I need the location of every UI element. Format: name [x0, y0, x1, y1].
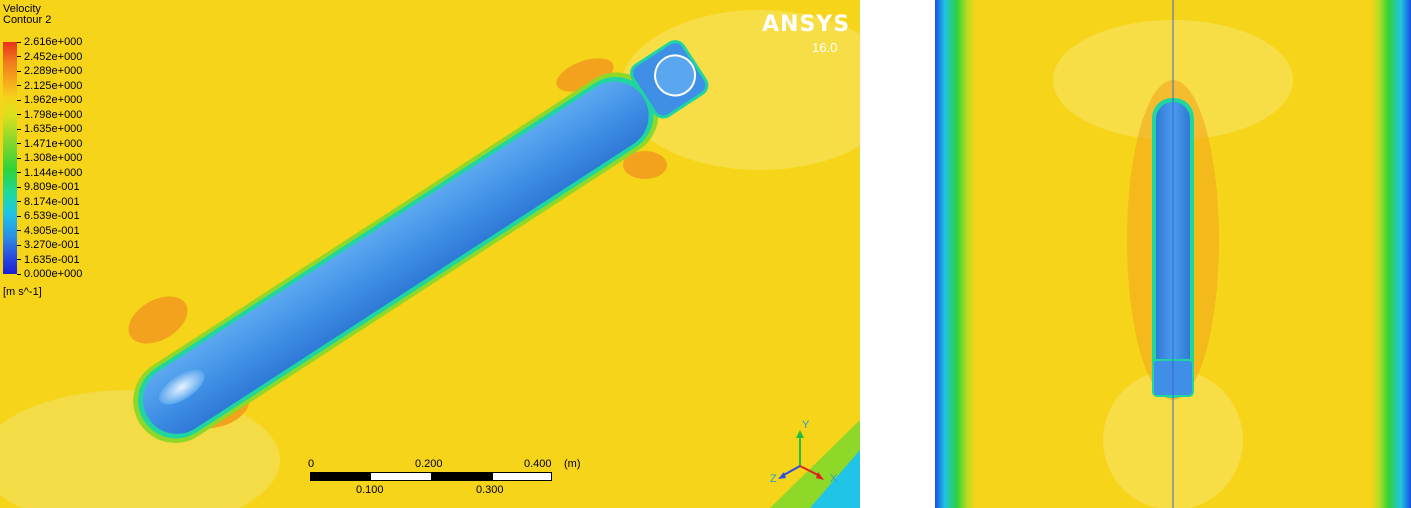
scale-segment [492, 472, 552, 481]
legend-tick-label: 0.000e+000 [17, 269, 82, 280]
legend-tick-label: 1.962e+000 [17, 95, 82, 106]
legend-tick-label: 3.270e-001 [17, 240, 80, 251]
legend-unit: [m s^-1] [3, 286, 42, 298]
scale-label-100: 0.100 [356, 484, 384, 496]
legend-tick-label: 4.905e-001 [17, 225, 80, 237]
scale-label-0: 0 [308, 458, 315, 470]
legend-tick-label: 2.125e+000 [17, 80, 82, 92]
legend-tick-label: 8.174e-001 [17, 196, 80, 208]
legend-tick-label: 1.144e+000 [17, 167, 82, 179]
x-axis-label: X [830, 473, 838, 485]
scale-label-300: 0.300 [476, 484, 504, 496]
left-contour-view: Velocity Contour 2 2.616e+000 2.452e+000 2… [0, 0, 860, 508]
wake-region [623, 151, 667, 179]
scale-bar: 0 0.200 0.400 (m) 0.100 0.300 [308, 458, 610, 498]
legend-tick-label: 1.635e-001 [17, 254, 80, 266]
z-axis-label: Z [770, 473, 777, 485]
legend-tick-label: 2.616e+000 [17, 37, 82, 48]
velocity-field-right [935, 0, 1411, 508]
z-axis-arrow [781, 465, 801, 477]
axes-triad: Y X Z [768, 418, 848, 488]
scale-segment [431, 472, 493, 481]
velocity-field-left [0, 10, 860, 508]
scale-label-200: 0.200 [415, 458, 443, 470]
ansys-version: 16.0 [812, 40, 838, 55]
legend-tick-label: 1.308e+000 [17, 153, 82, 164]
colorbar [3, 42, 17, 274]
ansys-logo: ANSYS [762, 12, 851, 37]
legend-tick-label: 2.452e+000 [17, 51, 82, 63]
x-axis-arrow [799, 465, 821, 477]
scale-segment [370, 472, 432, 481]
legend-title: Velocity Contour 2 [3, 4, 51, 26]
submarine-body [142, 81, 649, 434]
legend-contour-name: Contour 2 [3, 14, 52, 26]
scale-label-400: 0.400 [524, 458, 552, 470]
right-contour-view [935, 0, 1411, 508]
tail-fins [630, 40, 709, 119]
scale-unit: (m) [564, 458, 581, 470]
scale-segment [310, 472, 371, 481]
legend-tick-label: 1.635e+000 [17, 124, 82, 135]
legend-tick-label: 2.289e+000 [17, 66, 82, 77]
right-wall-boundary-layer [1371, 0, 1411, 508]
corner-gradient [810, 450, 860, 508]
wake-region [128, 296, 188, 344]
y-axis-label: Y [802, 419, 810, 431]
legend-tick-label: 1.798e+000 [17, 109, 82, 121]
left-wall-boundary-layer [935, 0, 975, 508]
legend-variable: Velocity [3, 3, 41, 15]
legend-tick-label: 1.471e+000 [17, 138, 82, 150]
legend-tick-label: 9.809e-001 [17, 182, 80, 193]
legend-tick-label: 6.539e-001 [17, 211, 80, 222]
